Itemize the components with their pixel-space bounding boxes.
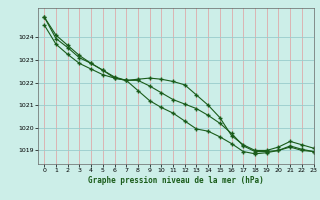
X-axis label: Graphe pression niveau de la mer (hPa): Graphe pression niveau de la mer (hPa) (88, 176, 264, 185)
